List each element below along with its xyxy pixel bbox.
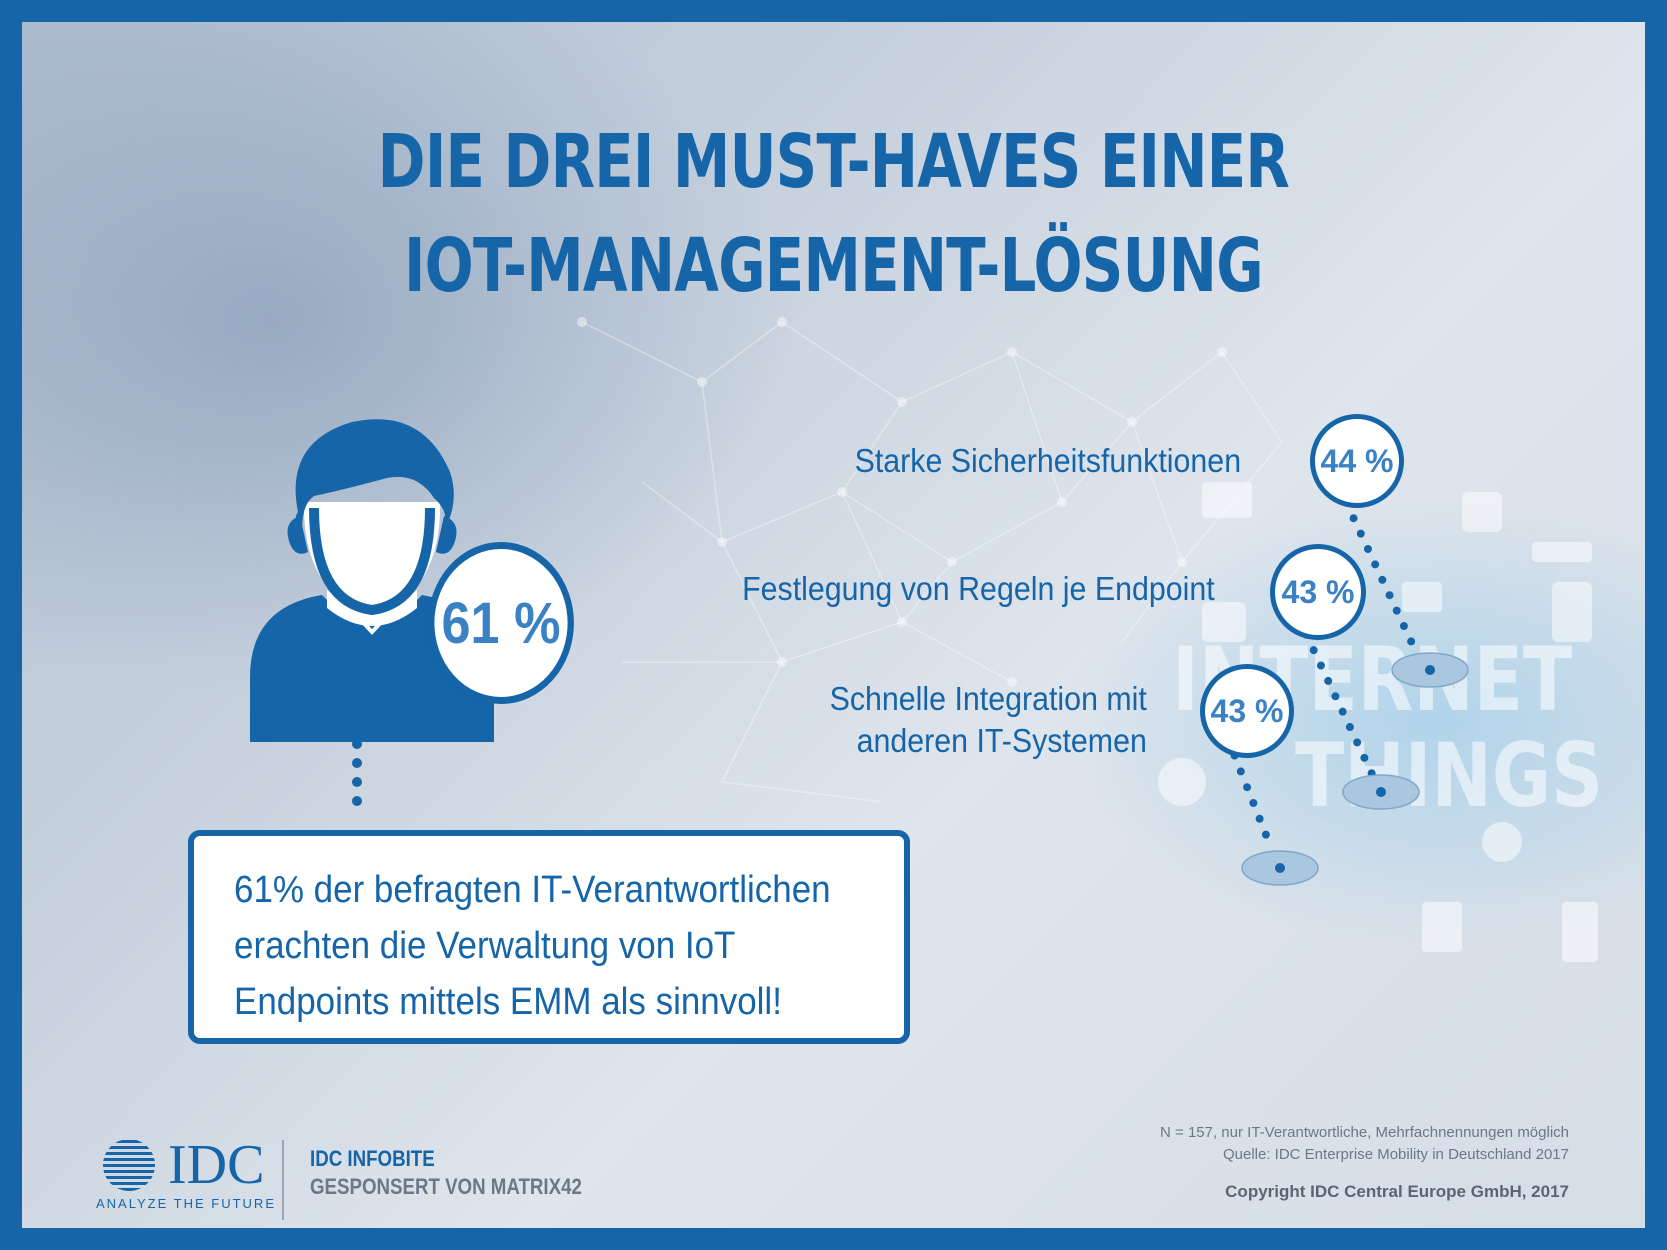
background-network-graphic (577, 317, 1598, 962)
idc-globe-icon (103, 1140, 155, 1191)
feature-label-3: Schnelle Integration mit anderen IT-Syst… (830, 678, 1147, 762)
feature-2-value: 43 % (1281, 573, 1355, 610)
idc-logo: IDC (96, 1134, 265, 1196)
feature-3-text-line-1: Schnelle Integration mit (829, 680, 1147, 717)
feature-1-value: 44 % (1320, 442, 1394, 479)
feature-1-badge: 44 % (1310, 414, 1404, 508)
title-line-2: IOT-MANAGEMENT-LÖSUNG (403, 223, 1264, 309)
statement-box: 61% der befragten IT-Verantwortlichen er… (188, 830, 910, 1044)
feature-label-1: Starke Sicherheitsfunktionen (855, 440, 1241, 482)
idc-logo-text: IDC (168, 1134, 265, 1196)
feature-1-text: Starke Sicherheitsfunktionen (854, 442, 1241, 479)
page-title: DIE DREI MUST-HAVES EINER IOT-MANAGEMENT… (200, 110, 1466, 318)
infobite-label: IDC INFOBITE (310, 1146, 435, 1171)
footer-divider (282, 1140, 284, 1220)
feature-3-badge: 43 % (1200, 664, 1294, 758)
statement-line-2: erachten die Verwaltung von IoT (234, 925, 736, 967)
feature-3-text-line-2: anderen IT-Systemen (856, 722, 1147, 759)
idc-tagline: ANALYZE THE FUTURE (96, 1196, 276, 1211)
feature-label-2: Festlegung von Regeln je Endpoint (742, 568, 1215, 610)
copyright: Copyright IDC Central Europe GmbH, 2017 (1225, 1182, 1569, 1201)
source-note: Quelle: IDC Enterprise Mobility in Deuts… (1222, 1146, 1569, 1163)
sample-note: N = 157, nur IT-Verantwortliche, Mehrfac… (1160, 1124, 1569, 1141)
feature-3-value: 43 % (1210, 692, 1284, 729)
statement-line-1: 61% der befragten IT-Verantwortlichen (234, 869, 831, 911)
feature-2-text: Festlegung von Regeln je Endpoint (742, 570, 1215, 607)
feature-2-badge: 43 % (1270, 544, 1366, 640)
title-line-1: DIE DREI MUST-HAVES EINER (377, 119, 1290, 205)
watermark-line-2: THINGS (1295, 724, 1604, 827)
main-percentage-value: 61 % (441, 590, 561, 656)
sponsor-label: GESPONSERT VON MATRIX42 (310, 1174, 582, 1199)
main-percentage-badge: 61 % (428, 542, 574, 704)
statement-line-3: Endpoints mittels EMM als sinnvoll! (234, 981, 782, 1023)
